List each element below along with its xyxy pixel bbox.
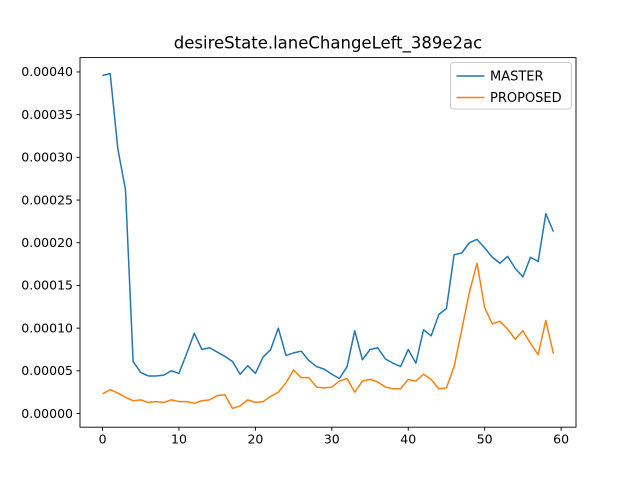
x-tick-label: 60 xyxy=(553,432,569,447)
y-tick-label: 0.00040 xyxy=(21,64,73,79)
y-tick-label: 0.00015 xyxy=(21,278,73,293)
y-tick-label: 0.00025 xyxy=(21,192,73,207)
legend: MASTER PROPOSED xyxy=(450,62,572,110)
chart-title: desireState.laneChangeLeft_389e2ac xyxy=(174,34,482,54)
legend-label-master: MASTER xyxy=(490,69,544,84)
plot-area: 0 10 20 30 40 50 60 0.00000 0.00005 0.00010 0.0001… xyxy=(21,57,577,447)
x-tick-label: 0 xyxy=(99,432,107,447)
y-tick-label: 0.00030 xyxy=(21,150,73,165)
series-line-master xyxy=(102,72,555,380)
y-tick-label: 0.00005 xyxy=(21,363,73,378)
x-tick-label: 30 xyxy=(324,432,340,447)
x-tick-label: 50 xyxy=(477,432,493,447)
y-tick-label: 0.00035 xyxy=(21,107,73,122)
y-tick-label: 0.00010 xyxy=(21,320,73,335)
y-tick-label: 0.00020 xyxy=(21,235,73,250)
x-tick-label: 10 xyxy=(171,432,187,447)
y-tick-label: 0.00000 xyxy=(21,406,73,421)
legend-label-proposed: PROPOSED xyxy=(490,91,562,106)
series-line-proposed xyxy=(102,262,555,410)
x-tick-label: 20 xyxy=(247,432,263,447)
x-tick-label: 40 xyxy=(400,432,416,447)
